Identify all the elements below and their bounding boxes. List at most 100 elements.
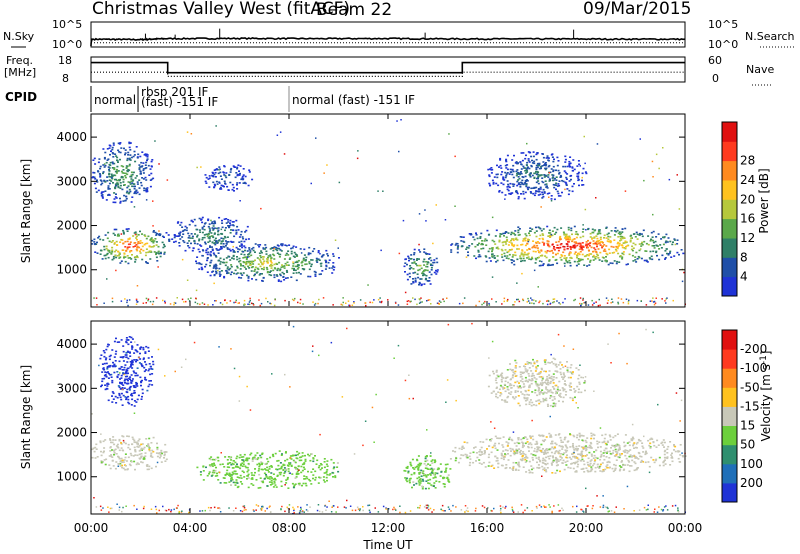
data-cell (572, 238, 575, 241)
data-cell (542, 153, 544, 155)
data-cell (649, 438, 652, 441)
data-cell (534, 192, 537, 194)
data-cell (241, 459, 243, 461)
data-cell (540, 451, 543, 453)
data-cell (650, 255, 653, 258)
data-cell (294, 269, 297, 272)
data-cell (576, 233, 579, 235)
data-cell (152, 363, 155, 366)
data-cell (281, 265, 284, 268)
data-cell (212, 236, 215, 239)
data-cell (517, 176, 520, 178)
data-cell (612, 452, 614, 454)
data-cell (538, 163, 541, 166)
data-cell (584, 455, 587, 457)
data-cell (462, 240, 465, 243)
data-cell (305, 476, 308, 478)
data-cell (122, 242, 125, 245)
data-cell (629, 240, 632, 243)
data-cell (119, 187, 122, 189)
data-cell (226, 247, 229, 249)
data-cell (272, 253, 275, 256)
data-cell (562, 453, 565, 456)
data-cell (599, 251, 602, 254)
data-cell (125, 167, 128, 170)
data-cell (643, 259, 646, 262)
data-cell (135, 463, 138, 466)
data-cell (142, 358, 145, 361)
data-cell (232, 229, 234, 231)
data-cell (647, 461, 650, 463)
noise-cell (158, 230, 160, 232)
data-cell (546, 449, 549, 452)
data-cell (255, 278, 258, 281)
data-cell (247, 462, 250, 465)
data-cell (524, 458, 527, 461)
data-cell (226, 248, 229, 250)
data-cell (640, 459, 643, 462)
data-cell (635, 261, 638, 263)
noise-cell (239, 200, 241, 202)
data-cell (545, 452, 548, 455)
data-cell (136, 374, 139, 377)
data-cell (509, 168, 512, 171)
data-cell (289, 455, 292, 457)
data-cell (266, 271, 269, 273)
data-cell (424, 252, 427, 254)
data-cell (510, 450, 512, 452)
data-cell (615, 230, 618, 233)
data-cell (576, 173, 579, 175)
data-cell (552, 447, 555, 450)
data-cell (569, 433, 571, 435)
data-cell (159, 453, 162, 456)
data-cell (112, 182, 114, 184)
data-cell (421, 487, 424, 490)
data-cell (103, 254, 106, 257)
data-cell (210, 464, 213, 466)
data-cell (293, 256, 296, 258)
data-cell (539, 193, 542, 196)
data-cell (535, 153, 538, 156)
data-cell (567, 466, 570, 469)
ground-scatter-cell (164, 302, 166, 304)
data-cell (501, 372, 504, 375)
data-cell (634, 256, 637, 258)
data-cell (106, 249, 109, 251)
data-cell (308, 454, 311, 457)
data-cell (524, 179, 527, 182)
data-cell (555, 247, 558, 249)
data-cell (246, 260, 248, 263)
data-cell (522, 193, 525, 195)
data-cell (537, 458, 540, 460)
data-cell (212, 470, 215, 473)
data-cell (298, 271, 300, 274)
data-cell (122, 181, 125, 183)
data-cell (124, 382, 126, 384)
data-cell (124, 375, 127, 378)
data-cell (522, 255, 525, 257)
data-cell (469, 233, 472, 236)
data-cell (281, 264, 283, 266)
data-cell (135, 233, 138, 235)
noise-cell (232, 245, 234, 248)
data-cell (264, 463, 267, 465)
data-cell (557, 247, 559, 249)
noise-cell (564, 265, 566, 267)
data-cell (525, 154, 527, 157)
data-cell (134, 441, 137, 444)
data-cell (526, 257, 529, 259)
data-cell (336, 466, 339, 468)
ground-scatter-cell (427, 299, 430, 301)
data-cell (592, 231, 595, 234)
data-cell (127, 398, 130, 401)
data-cell (531, 435, 534, 438)
data-cell (126, 382, 129, 385)
data-cell (529, 227, 532, 229)
data-cell (427, 482, 430, 484)
data-cell (254, 471, 256, 474)
data-cell (107, 383, 110, 385)
data-cell (128, 146, 131, 149)
data-cell (542, 156, 545, 159)
data-cell (533, 172, 536, 175)
data-cell (664, 463, 667, 465)
